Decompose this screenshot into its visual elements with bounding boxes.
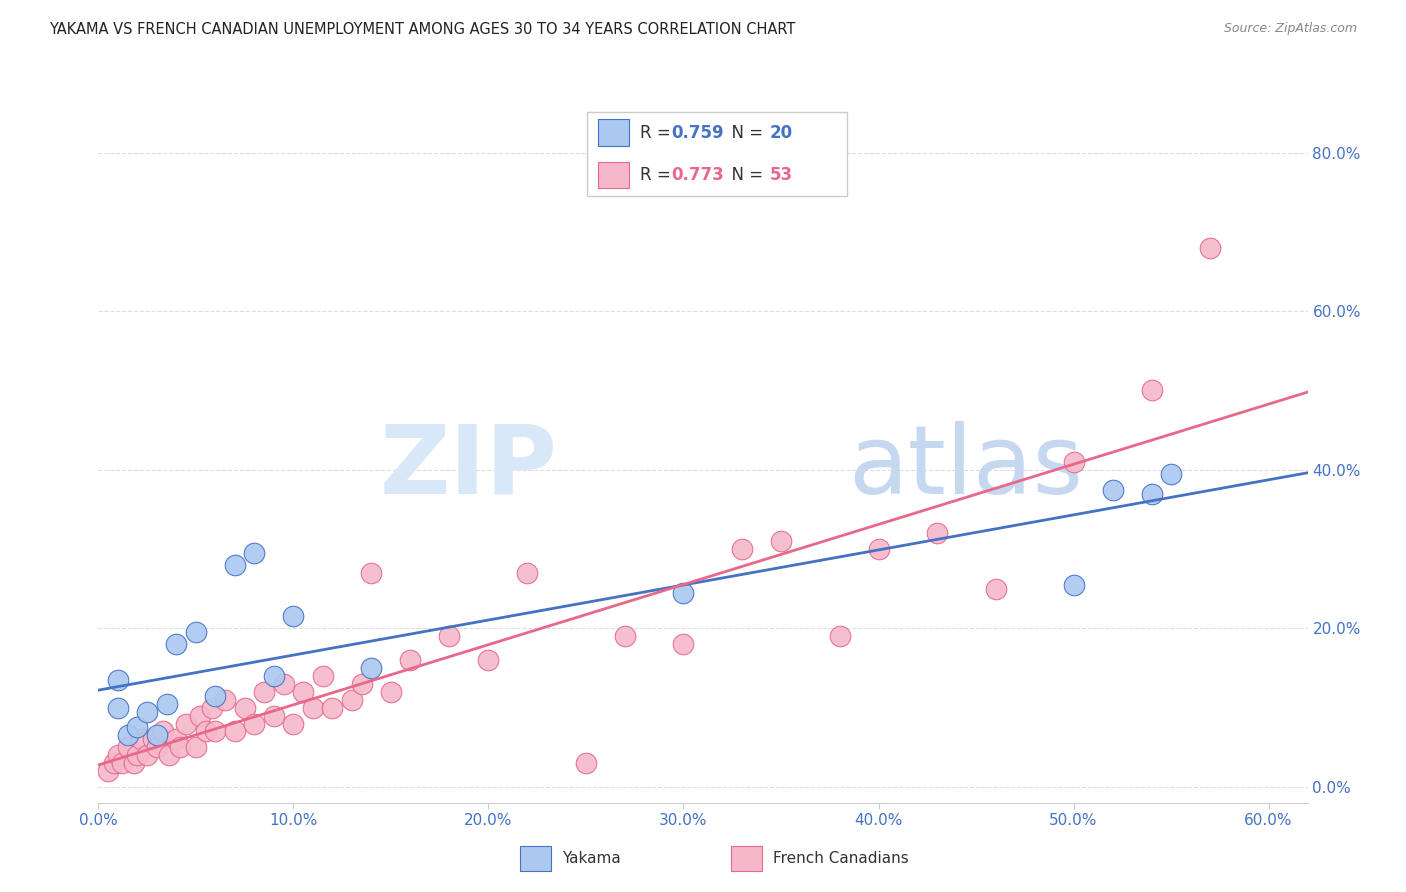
Point — [273, 677, 295, 691]
Point — [204, 689, 226, 703]
Point — [107, 748, 129, 763]
Point — [224, 724, 246, 739]
Point — [769, 534, 792, 549]
Point — [1063, 578, 1085, 592]
Point — [127, 748, 149, 763]
Point — [283, 609, 305, 624]
Text: R =: R = — [641, 124, 676, 142]
Point — [360, 566, 382, 580]
Point — [614, 629, 637, 643]
Point — [117, 728, 139, 742]
Point — [157, 748, 180, 763]
Text: Yakama: Yakama — [562, 851, 621, 865]
Text: YAKAMA VS FRENCH CANADIAN UNEMPLOYMENT AMONG AGES 30 TO 34 YEARS CORRELATION CHA: YAKAMA VS FRENCH CANADIAN UNEMPLOYMENT A… — [49, 22, 796, 37]
Point — [107, 700, 129, 714]
Point — [302, 700, 325, 714]
Point — [184, 625, 207, 640]
Point — [165, 637, 187, 651]
Point — [292, 685, 315, 699]
Point — [152, 724, 174, 739]
Point — [439, 629, 461, 643]
Text: 0.773: 0.773 — [672, 166, 724, 184]
Point — [200, 700, 222, 714]
Text: N =: N = — [720, 124, 768, 142]
Point — [263, 669, 285, 683]
Point — [283, 716, 305, 731]
Point — [136, 748, 159, 763]
Point — [984, 582, 1007, 596]
Point — [731, 542, 754, 557]
Text: N =: N = — [720, 166, 768, 184]
Text: ZIP: ZIP — [380, 421, 558, 514]
Point — [321, 700, 343, 714]
Point — [131, 732, 153, 747]
Point — [1063, 455, 1085, 469]
Point — [142, 732, 165, 747]
Point — [243, 546, 266, 560]
Point — [1101, 483, 1123, 497]
Point — [1199, 241, 1222, 255]
Point — [97, 764, 120, 778]
Point — [828, 629, 851, 643]
Text: 0.759: 0.759 — [672, 124, 724, 142]
Point — [184, 740, 207, 755]
Point — [188, 708, 211, 723]
Point — [169, 740, 191, 755]
Point — [360, 661, 382, 675]
Text: 53: 53 — [770, 166, 793, 184]
Point — [925, 526, 948, 541]
Point — [253, 685, 276, 699]
Point — [380, 685, 402, 699]
Point — [194, 724, 217, 739]
Point — [146, 740, 169, 755]
Point — [111, 756, 134, 771]
Point — [350, 677, 373, 691]
Text: R =: R = — [641, 166, 676, 184]
Text: 20: 20 — [770, 124, 793, 142]
Text: Source: ZipAtlas.com: Source: ZipAtlas.com — [1223, 22, 1357, 36]
Point — [243, 716, 266, 731]
Point — [399, 653, 422, 667]
Text: atlas: atlas — [848, 421, 1083, 514]
Point — [1140, 486, 1163, 500]
Point — [477, 653, 499, 667]
Text: French Canadians: French Canadians — [773, 851, 910, 865]
Point — [127, 721, 149, 735]
Point — [165, 732, 187, 747]
Point — [672, 585, 695, 599]
Point — [174, 716, 197, 731]
Point — [156, 697, 179, 711]
Point — [1160, 467, 1182, 481]
Point — [263, 708, 285, 723]
Point — [122, 756, 145, 771]
Point — [1140, 384, 1163, 398]
Point — [146, 728, 169, 742]
Point — [868, 542, 890, 557]
Point — [224, 558, 246, 572]
Point — [136, 705, 159, 719]
Point — [107, 673, 129, 687]
Point — [117, 740, 139, 755]
Point — [516, 566, 538, 580]
Point — [214, 692, 236, 706]
Point — [103, 756, 125, 771]
Point — [312, 669, 335, 683]
Point — [672, 637, 695, 651]
Point — [204, 724, 226, 739]
Point — [233, 700, 256, 714]
Point — [340, 692, 363, 706]
Point — [575, 756, 598, 771]
